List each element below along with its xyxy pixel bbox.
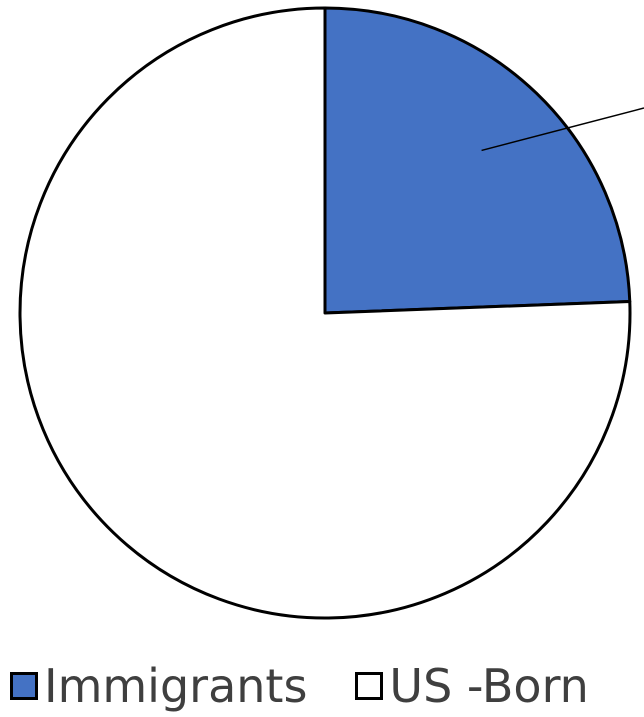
legend-swatch-us-born [355,672,384,700]
pie-slice-immigrants [323,6,632,315]
legend-swatch-immigrants [10,672,38,700]
legend-entry-us-born: US -Born [355,659,589,713]
legend-label-immigrants: Immigrants [44,659,308,713]
pie-chart [18,6,644,620]
legend: Immigrants US -Born [10,660,589,712]
pie-slice-us-born [18,6,632,620]
legend-entry-immigrants: Immigrants [10,663,307,709]
leader-line [481,107,644,152]
legend-label-us-born: US -Born [389,659,589,713]
